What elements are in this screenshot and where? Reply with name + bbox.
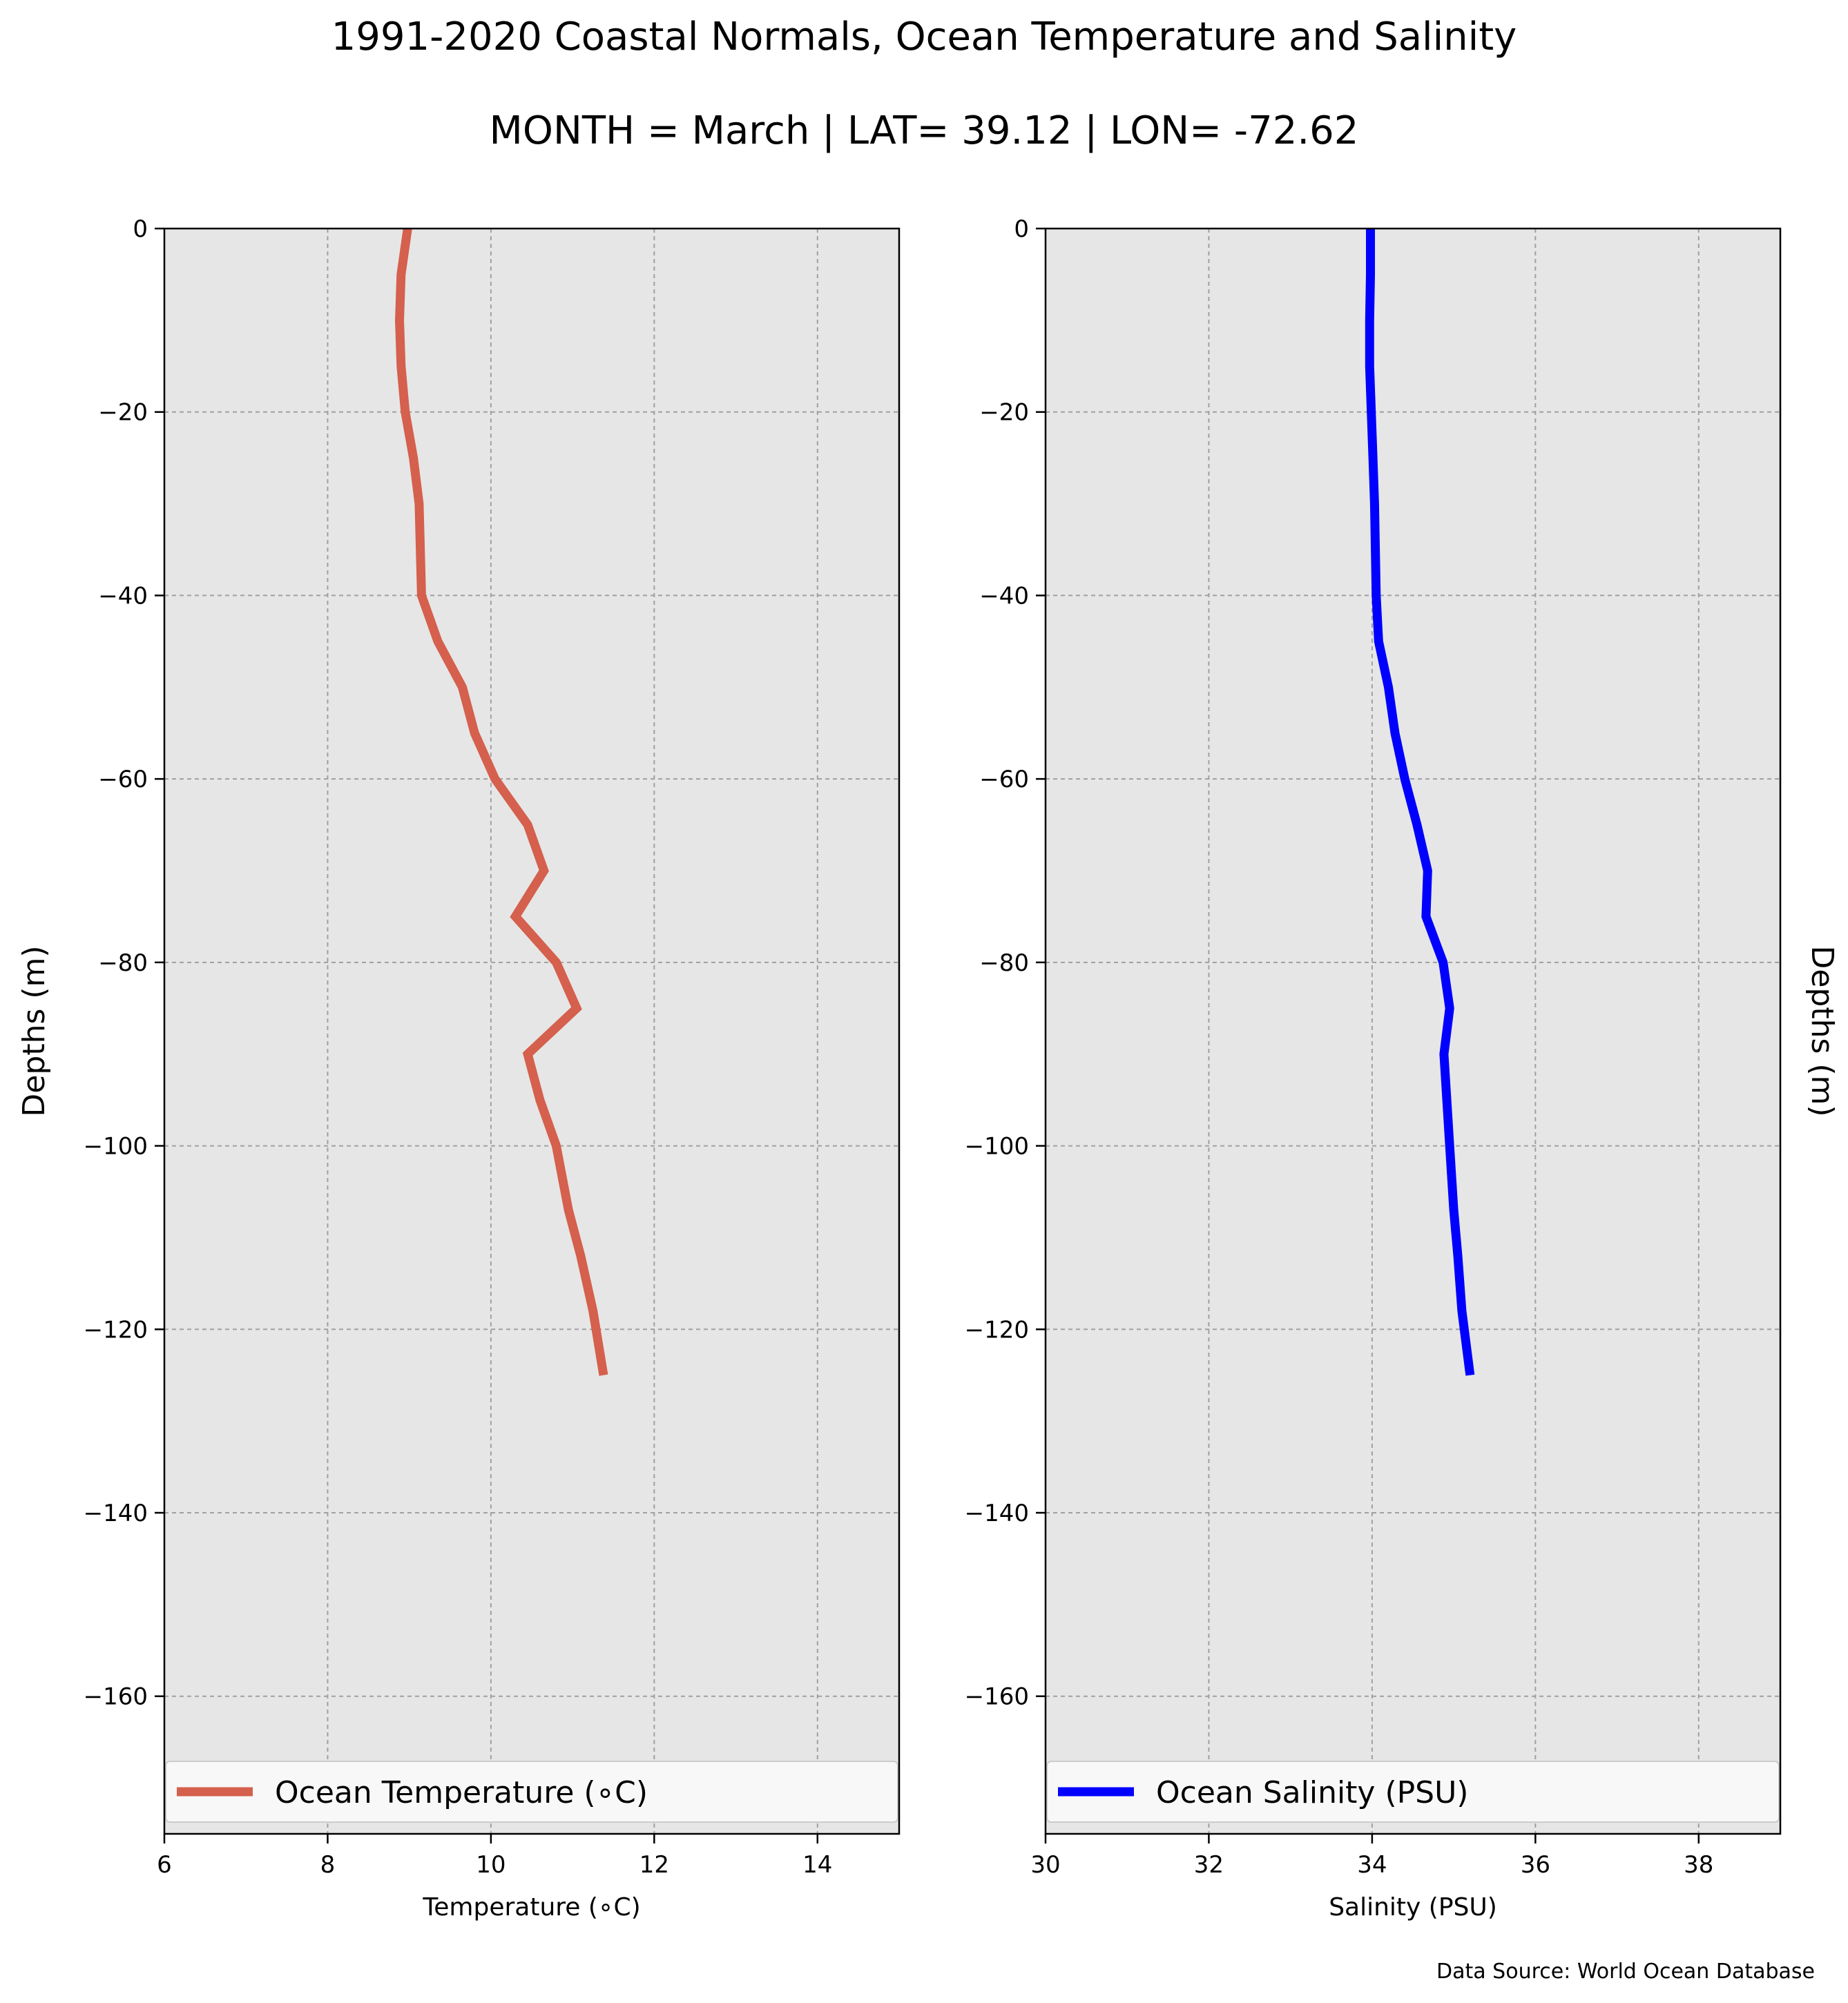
temperature-y-tick-label: −160	[84, 1683, 148, 1711]
temperature-plot-area	[164, 229, 899, 1834]
temperature-x-tick-label: 8	[320, 1851, 336, 1879]
salinity-y-tick-label: −100	[965, 1133, 1029, 1161]
temperature-x-tick-label: 10	[476, 1851, 506, 1879]
chart-title: 1991-2020 Coastal Normals, Ocean Tempera…	[331, 14, 1517, 59]
temperature-y-tick-label: −100	[84, 1133, 148, 1161]
temperature-axes-frame	[163, 227, 901, 1835]
salinity-y-tick-label: −160	[965, 1683, 1029, 1711]
salinity-x-tick-label: 38	[1684, 1851, 1713, 1879]
salinity-panel: Ocean Salinity (PSU) 30 32 34 36 38 0 −20 −40 −60…	[965, 215, 1840, 1922]
temperature-y-tick-label: 0	[133, 215, 148, 243]
salinity-y-tick-label: −20	[979, 399, 1029, 427]
chart-subtitle: MONTH = March | LAT= 39.12 | LON= -72.62	[489, 108, 1359, 153]
temperature-x-tick-label: 12	[639, 1851, 669, 1879]
salinity-y-tick-label: −80	[979, 949, 1029, 977]
temperature-y-tick-label: −140	[84, 1500, 148, 1527]
salinity-legend-label: Ocean Salinity (PSU)	[1156, 1775, 1468, 1810]
temperature-x-tick-label: 6	[157, 1851, 172, 1879]
salinity-y-tick-label: −60	[979, 766, 1029, 793]
temperature-panel: Ocean Temperature (∘C) 6 8 10 12 14 0 −20 −40 −60…	[17, 215, 901, 1922]
salinity-plot-area	[1046, 229, 1780, 1834]
salinity-legend	[1046, 1761, 1780, 1823]
temperature-y-axis-label: Depths (m)	[17, 945, 52, 1116]
salinity-x-tick-label: 32	[1194, 1851, 1224, 1879]
temperature-y-tick-label: −40	[98, 582, 148, 610]
salinity-y-tick-label: 0	[1014, 215, 1029, 243]
salinity-y-axis-label: Depths (m)	[1804, 945, 1840, 1116]
salinity-y-tick-label: −120	[965, 1316, 1029, 1344]
salinity-x-tick-label: 36	[1521, 1851, 1550, 1879]
temperature-x-axis-label: Temperature (∘C)	[422, 1893, 640, 1922]
temperature-x-tick-label: 14	[802, 1851, 832, 1879]
salinity-axes-frame	[1044, 227, 1782, 1835]
data-source-note: Data Source: World Ocean Database	[1436, 1960, 1815, 1984]
temperature-legend	[165, 1761, 898, 1823]
salinity-x-axis-label: Salinity (PSU)	[1329, 1893, 1497, 1922]
salinity-series-line	[1365, 229, 1475, 1376]
temperature-legend-label: Ocean Temperature (∘C)	[275, 1775, 648, 1810]
temperature-series-line	[394, 228, 608, 1376]
temperature-y-tick-label: −60	[98, 766, 148, 793]
temperature-y-tick-label: −120	[84, 1316, 148, 1344]
temperature-y-tick-label: −80	[98, 949, 148, 977]
salinity-y-tick-label: −140	[965, 1500, 1029, 1527]
salinity-x-tick-label: 30	[1030, 1851, 1060, 1879]
temperature-y-tick-label: −20	[98, 399, 148, 427]
salinity-y-tick-label: −40	[979, 582, 1029, 610]
salinity-x-tick-label: 34	[1357, 1851, 1387, 1879]
